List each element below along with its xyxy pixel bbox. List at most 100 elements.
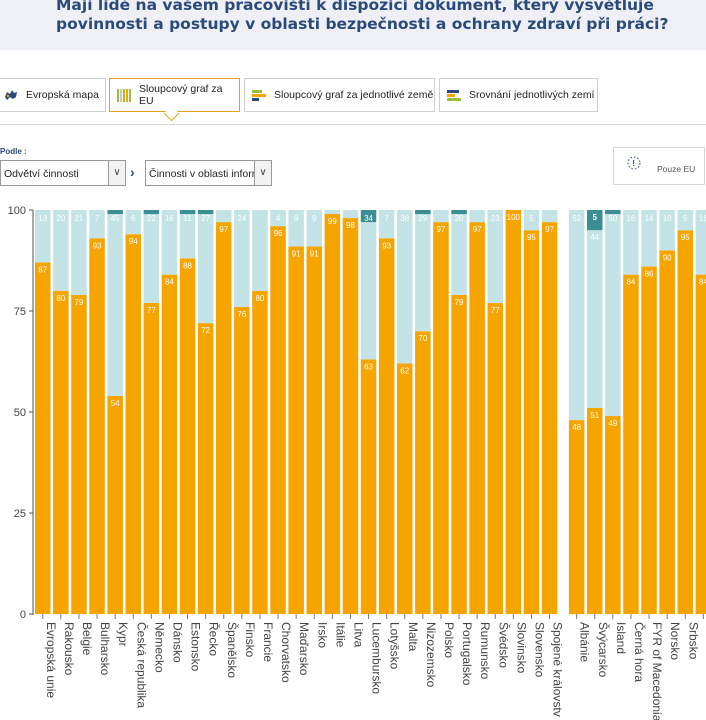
- bar-segment: [623, 274, 639, 614]
- x-tick-label: Irsko: [315, 622, 329, 648]
- page-title: Mají lidé na vašem pracovišti k dispozic…: [56, 0, 669, 33]
- chevron-right-icon: ›: [130, 164, 135, 180]
- data-label: 21: [74, 214, 83, 223]
- select-value: Činnosti v oblasti inform: [149, 168, 261, 180]
- bar-segment: [505, 210, 522, 614]
- data-label: 24: [237, 214, 246, 223]
- data-label: 23: [491, 214, 500, 223]
- tab-european-map[interactable]: Evropská mapa: [0, 78, 106, 112]
- x-tick-label: Kypr: [116, 622, 130, 647]
- bar-segment: [35, 210, 51, 263]
- bar-segment: [523, 230, 540, 614]
- bar-segment: [605, 214, 621, 417]
- compare-icon: [446, 88, 462, 102]
- europe-map-icon: [3, 88, 19, 102]
- bar-segment: [125, 234, 141, 615]
- bar-segment: [107, 210, 123, 215]
- chevron-down-icon: ∨: [254, 161, 271, 185]
- data-label: 84: [699, 278, 706, 287]
- bar-segment: [89, 238, 105, 614]
- bar-segment: [324, 210, 341, 215]
- bar-segment: [179, 210, 196, 215]
- bar-segment: [623, 210, 639, 275]
- bar-segment: [433, 210, 449, 223]
- data-label: 9: [294, 214, 299, 223]
- bar-segment: [659, 250, 675, 614]
- bar-segment: [179, 214, 196, 259]
- eu-stars-icon: !: [627, 156, 641, 170]
- data-label: 95: [681, 233, 690, 242]
- x-tick-label: Itálie: [333, 622, 347, 648]
- bar-segment: [487, 302, 503, 614]
- bar-segment: [605, 416, 621, 614]
- data-label: 62: [400, 367, 409, 376]
- x-tick-label: Srbsko: [686, 622, 700, 660]
- data-label: 27: [201, 214, 210, 223]
- bar-segment: [252, 290, 268, 614]
- data-label: 97: [545, 225, 554, 234]
- bar-segment: [234, 306, 250, 614]
- bar-segment: [143, 210, 160, 215]
- data-label: 90: [663, 253, 672, 262]
- data-label: 6: [131, 214, 136, 223]
- data-label: 98: [346, 221, 355, 230]
- data-label: 20: [56, 214, 65, 223]
- bar-segment: [659, 210, 675, 251]
- sector-select[interactable]: Odvětví činnosti ∨: [0, 160, 126, 186]
- data-label: 96: [274, 229, 283, 238]
- bar-segment: [451, 214, 467, 295]
- data-label: 72: [201, 326, 210, 335]
- bar-segment: [360, 222, 377, 360]
- bar-segment: [641, 266, 657, 614]
- tab-label: Evropská mapa: [26, 89, 99, 101]
- bar-segment: [677, 230, 693, 614]
- x-tick-label: Estonsko: [189, 622, 203, 672]
- tab-country-bar-chart[interactable]: Sloupcový graf za jednotlivé země: [244, 78, 435, 112]
- x-tick-label: Spojené královstv: [551, 622, 565, 717]
- data-label: 77: [147, 306, 156, 315]
- bar-segment: [216, 222, 232, 614]
- y-tick-label: 100: [8, 205, 26, 217]
- data-label: 97: [473, 225, 482, 234]
- bar-segment: [587, 230, 603, 408]
- eu-only-label: Pouze EU: [657, 164, 696, 174]
- data-label: 94: [129, 237, 138, 246]
- x-tick-label: Švýcarsko: [596, 622, 611, 678]
- bar-segment: [378, 210, 395, 239]
- tab-compare-countries[interactable]: Srovnání jednotlivých zemí: [439, 78, 598, 112]
- x-tick-label: Maďarsko: [297, 622, 311, 676]
- filter-label: Podle :: [0, 147, 27, 156]
- bar-segment: [197, 323, 214, 614]
- data-label: 80: [56, 294, 65, 303]
- tab-label: Sloupcový graf za EU: [139, 83, 223, 107]
- activity-select[interactable]: Činnosti v oblasti inform ∨: [145, 160, 272, 186]
- data-label: 100: [507, 213, 521, 222]
- bar-segment: [197, 210, 214, 215]
- bar-segment: [71, 210, 87, 295]
- tab-eu-bar-chart[interactable]: Sloupcový graf za EU: [109, 78, 240, 112]
- x-tick-label: Česká republika: [134, 622, 149, 708]
- eu-only-button[interactable]: ! Pouze EU: [613, 147, 705, 185]
- bar-segment: [487, 210, 503, 303]
- x-tick-label: Finsko: [243, 622, 257, 658]
- data-label: 93: [382, 241, 391, 250]
- bar-segment: [469, 222, 485, 614]
- x-tick-label: Belgie: [80, 622, 94, 656]
- bar-segment: [695, 274, 706, 614]
- bar-segment: [568, 420, 585, 614]
- bar-segment: [288, 210, 304, 247]
- bar-segment: [143, 214, 160, 303]
- x-tick-label: Rakousko: [62, 622, 76, 676]
- bar-segment: [451, 294, 467, 614]
- x-tick-label: FYR of Macedonia: [650, 622, 664, 720]
- x-tick-label: Portugalsko: [460, 622, 474, 686]
- x-tick-label: Norsko: [668, 622, 682, 660]
- data-label: 50: [608, 214, 617, 223]
- data-label: 5: [529, 214, 534, 223]
- x-tick-label: Švédsko: [496, 622, 511, 668]
- bar-segment: [35, 262, 51, 614]
- data-label: 5: [683, 214, 688, 223]
- bar-segment: [234, 210, 250, 307]
- bar-segment: [342, 218, 359, 614]
- data-label: 48: [572, 423, 581, 432]
